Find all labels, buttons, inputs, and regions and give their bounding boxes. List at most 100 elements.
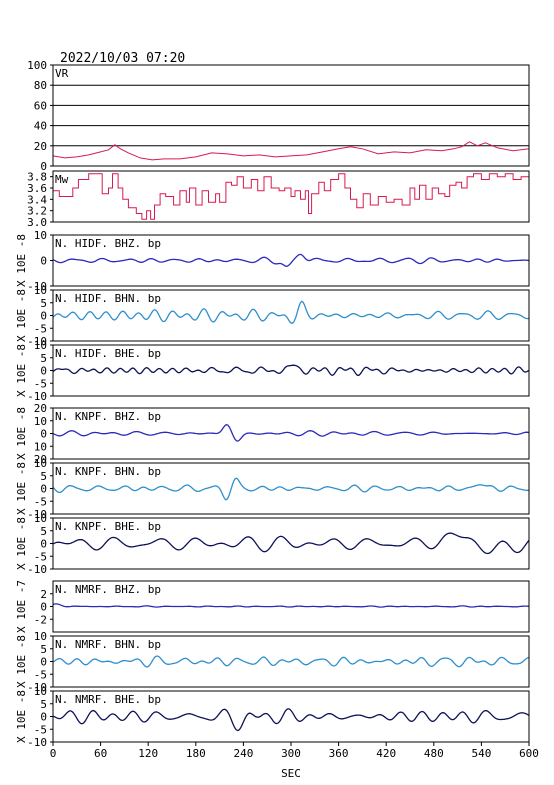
timestamp-label: 2022/10/03 07:20 [60, 51, 185, 66]
y-tick-label: 5 [40, 643, 47, 656]
x-tick-label: 540 [471, 747, 491, 760]
series-trace [53, 141, 529, 161]
trace-label: VR [55, 67, 69, 80]
y-tick-label: 10 [34, 284, 47, 297]
y-tick-label: -10 [27, 280, 47, 293]
y-axis-label: X 10E -8 [15, 289, 28, 342]
trace-label: N. KNPF. BHZ. bp [55, 410, 161, 423]
x-tick-label: 420 [376, 747, 396, 760]
trace-label: N. HIDF. BHZ. bp [55, 237, 161, 250]
trace-label: N. NMRF. BHN. bp [55, 638, 161, 651]
y-tick-label: 3.0 [27, 216, 47, 229]
y-tick-label: 10 [34, 229, 47, 242]
y-tick-label: 100 [27, 59, 47, 72]
trace-label: N. HIDF. BHE. bp [55, 347, 161, 360]
trace-label: N. KNPF. BHE. bp [55, 520, 161, 533]
y-tick-label: 0 [40, 428, 47, 441]
series-trace [53, 424, 529, 442]
y-tick-label: -10 [27, 508, 47, 521]
y-tick-label: 5 [40, 698, 47, 711]
x-tick-label: 360 [329, 747, 349, 760]
series-trace [53, 708, 529, 732]
y-tick-label: 10 [34, 415, 47, 428]
series-trace [53, 364, 529, 376]
y-tick-label: 0 [40, 538, 47, 551]
y-tick-label: 20 [34, 140, 47, 153]
x-tick-label: 0 [50, 747, 57, 760]
y-tick-label: 0 [40, 601, 47, 614]
y-axis-label: X 10E -8 [15, 462, 28, 515]
y-tick-label: 2 [40, 588, 47, 601]
y-tick-label: 0 [40, 160, 47, 173]
y-tick-label: 10 [34, 440, 47, 453]
y-tick-label: 10 [34, 457, 47, 470]
y-tick-label: 0 [40, 656, 47, 669]
y-tick-label: 0 [40, 255, 47, 268]
y-tick-label: -10 [27, 390, 47, 403]
x-tick-label: 600 [519, 747, 539, 760]
y-tick-label: 0 [40, 365, 47, 378]
y-tick-label: -10 [27, 736, 47, 749]
y-tick-label: 10 [34, 685, 47, 698]
y-tick-label: 20 [34, 453, 47, 466]
y-tick-label: 3.8 [27, 171, 47, 184]
y-tick-label: -5 [34, 495, 47, 508]
y-tick-label: 5 [40, 352, 47, 365]
y-axis-label: X 10E -8 [15, 690, 28, 743]
series-trace [53, 603, 529, 608]
x-axis-label: SEC [281, 767, 301, 780]
y-axis-label: X 10E -8 [15, 344, 28, 397]
y-tick-label: -5 [34, 550, 47, 563]
y-tick-label: 3.6 [27, 182, 47, 195]
y-tick-label: -2 [34, 613, 47, 626]
y-tick-label: 10 [34, 339, 47, 352]
y-axis-label: X 10E -8 [15, 234, 28, 287]
panel-n-hidf-bhz-bp: -10 0 10 N. HIDF. BHZ. bp X 10E -8 [15, 229, 530, 293]
panel-frame [52, 64, 530, 167]
y-tick-label: 3.2 [27, 205, 47, 218]
y-axis-label: X 10E -8 [15, 635, 28, 688]
y-tick-label: 5 [40, 525, 47, 538]
y-tick-label: 20 [34, 402, 47, 415]
y-tick-label: 5 [40, 297, 47, 310]
panel-frame [52, 170, 530, 223]
y-tick-label: 80 [34, 79, 47, 92]
y-tick-label: -5 [34, 322, 47, 335]
y-tick-label: 10 [34, 512, 47, 525]
y-tick-label: 0 [40, 310, 47, 323]
y-tick-label: 0 [40, 711, 47, 724]
x-tick-label: 240 [233, 747, 253, 760]
panel-n-nmrf-bhz-bp: -202 N. NMRF. BHZ. bp X 10E -7 [15, 580, 530, 633]
series-trace [53, 253, 529, 267]
y-tick-label: -5 [34, 668, 47, 681]
series-trace [53, 477, 529, 501]
y-axis-label: X 10E -8 [15, 407, 28, 460]
x-tick-label: 480 [424, 747, 444, 760]
y-tick-label: 60 [34, 99, 47, 112]
y-tick-label: -5 [34, 723, 47, 736]
trace-label: N. KNPF. BHN. bp [55, 465, 161, 478]
y-tick-label: -10 [27, 563, 47, 576]
y-axis-label: X 10E -7 [15, 580, 28, 633]
series-trace [53, 655, 529, 668]
y-tick-label: 3.4 [27, 193, 47, 206]
series-trace [53, 300, 529, 325]
x-tick-label: 120 [138, 747, 158, 760]
y-tick-label: 10 [34, 630, 47, 643]
panel-vr: 0 20 40 60 80 100 VR [27, 59, 530, 173]
x-tick-label: 60 [94, 747, 107, 760]
x-axis: 0 60 120 180 240 300 360 420 480 540 600 SEC [50, 742, 539, 780]
y-tick-label: 5 [40, 470, 47, 483]
x-tick-label: 180 [186, 747, 206, 760]
series-trace [53, 173, 529, 220]
trace-label: Mw [55, 173, 69, 186]
